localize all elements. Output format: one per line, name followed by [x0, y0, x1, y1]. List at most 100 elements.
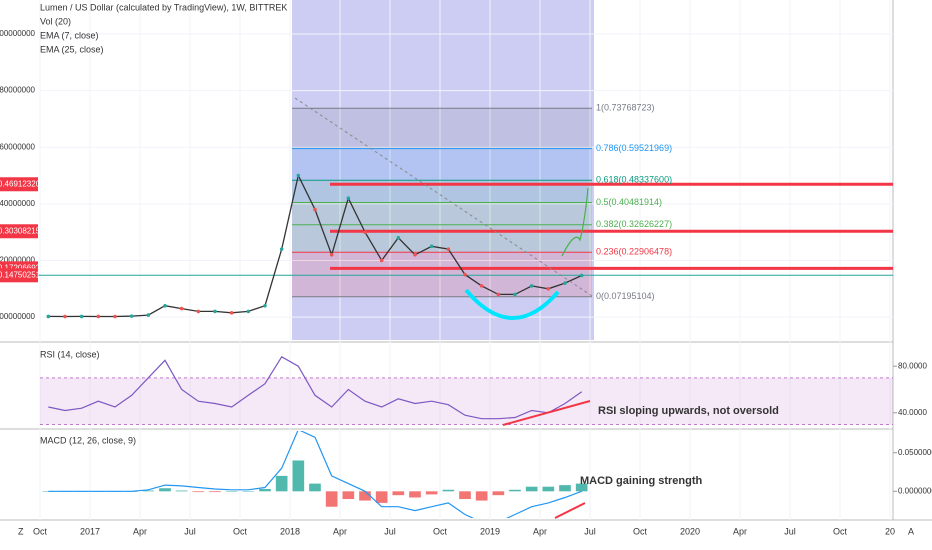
indicator-label: Vol (20) — [40, 16, 71, 26]
y-tick-label: 0.00000000 — [0, 312, 36, 321]
price-badge-label: 0.46912320 — [0, 179, 41, 188]
macd-line — [48, 431, 582, 518]
macd-histogram-bar — [259, 489, 271, 492]
x-tick-label: 2018 — [280, 526, 300, 536]
indicator-label: EMA (7, close) — [40, 30, 99, 40]
price-point — [346, 196, 351, 200]
fib-zone — [292, 180, 592, 203]
price-badge-label: 0.14750251 — [0, 270, 41, 279]
x-tick-label: Oct — [233, 526, 248, 536]
price-point — [429, 244, 434, 249]
macd-histogram-bar — [225, 491, 238, 492]
fib-label: 0.618(0.48337600) — [596, 175, 672, 185]
x-tick-label: Apr — [733, 526, 747, 536]
rsi-annotation: RSI sloping upwards, not oversold — [598, 405, 779, 417]
fib-label: 0.5(0.40481914) — [596, 197, 662, 207]
macd-title: MACD (12, 26, close, 9) — [40, 435, 136, 445]
price-point — [46, 314, 51, 319]
price-point — [329, 252, 334, 257]
macd-histogram-bar — [325, 491, 338, 507]
macd-histogram-bar — [542, 486, 555, 492]
macd-histogram-bar — [242, 491, 255, 492]
price-point — [96, 314, 101, 319]
macd-histogram-bar — [509, 489, 521, 492]
fib-zone — [292, 148, 592, 181]
price-point — [446, 247, 451, 251]
x-tick-label: Jul — [784, 526, 796, 536]
y-tick-label: 40.0000 — [898, 408, 927, 417]
macd-histogram-bar — [359, 491, 371, 501]
x-tick-label: Apr — [133, 526, 147, 536]
price-point — [63, 314, 67, 319]
price-point — [213, 309, 217, 314]
price-point — [263, 303, 267, 308]
price-badge — [0, 177, 38, 192]
x-tick-label: Apr — [533, 526, 547, 536]
price-point — [279, 247, 284, 251]
x-tick-label: Oct — [433, 526, 448, 536]
macd-histogram-bar — [175, 490, 188, 492]
price-point — [513, 292, 517, 297]
corner-button[interactable]: Z — [18, 526, 24, 536]
x-tick-label: Oct — [33, 526, 48, 536]
x-tick-label: 2017 — [80, 526, 100, 536]
macd-histogram-bar — [192, 491, 205, 493]
price-point — [313, 207, 317, 212]
price-point — [196, 309, 201, 314]
fib-label: 0.786(0.59521969) — [596, 143, 672, 153]
macd-histogram-bar — [575, 483, 588, 492]
price-panel — [0, 33, 893, 319]
x-tick-label: Oct — [833, 526, 848, 536]
rsi-trend-drawing — [502, 400, 591, 426]
projection-drawing — [561, 187, 589, 257]
x-tick-label: Oct — [633, 526, 648, 536]
price-badge-label: 0.17206692 — [0, 263, 41, 272]
price-point — [463, 272, 467, 277]
macd-histogram-bar — [492, 491, 505, 496]
chart-title: Lumen / US Dollar (calculated by Trading… — [40, 2, 287, 12]
macd-histogram-bar — [375, 491, 388, 503]
y-tick-label: 1.00000000 — [0, 29, 36, 38]
x-tick-label: 20 — [885, 526, 895, 536]
price-point — [413, 252, 417, 257]
y-tick-label: 0.60000000 — [0, 142, 36, 151]
corner-button[interactable]: A — [908, 526, 914, 536]
price-point — [563, 281, 567, 285]
y-tick-label: 80.0000 — [898, 361, 927, 370]
x-tick-label: 2019 — [480, 526, 500, 536]
price-point — [113, 314, 117, 319]
y-tick-label: 0.20000000 — [0, 256, 36, 265]
price-point — [579, 273, 584, 278]
macd-histogram-bar — [525, 486, 538, 492]
price-point — [363, 230, 367, 234]
price-badge — [0, 268, 38, 283]
price-point — [179, 306, 184, 311]
macd-histogram-bar — [159, 488, 171, 492]
x-tick-label: Jul — [584, 526, 596, 536]
macd-histogram-bar — [392, 491, 405, 496]
price-point — [146, 313, 151, 317]
price-point — [396, 236, 401, 240]
price-point — [496, 292, 501, 297]
macd-histogram-bar — [559, 485, 571, 492]
price-point — [529, 284, 534, 288]
price-badge — [0, 224, 38, 239]
macd-histogram-bar — [292, 460, 305, 492]
price-point — [546, 286, 551, 291]
y-tick-label: 0.80000000 — [0, 86, 36, 95]
price-point — [246, 309, 251, 314]
macd-histogram-bar — [442, 489, 455, 492]
price-point — [479, 284, 484, 288]
rsi-line — [48, 355, 583, 420]
fib-zone — [292, 202, 592, 225]
macd-histogram-bar — [309, 483, 321, 492]
macd-histogram-bar — [409, 491, 421, 498]
x-tick-label: Jul — [384, 526, 396, 536]
rsi-panel — [40, 355, 893, 425]
macd-histogram-bar — [275, 475, 288, 492]
price-point — [296, 173, 301, 178]
macd-annotation: MACD gaining strength — [580, 475, 702, 487]
macd-histogram-bar — [209, 491, 221, 493]
macd-trend-drawing — [554, 502, 586, 519]
